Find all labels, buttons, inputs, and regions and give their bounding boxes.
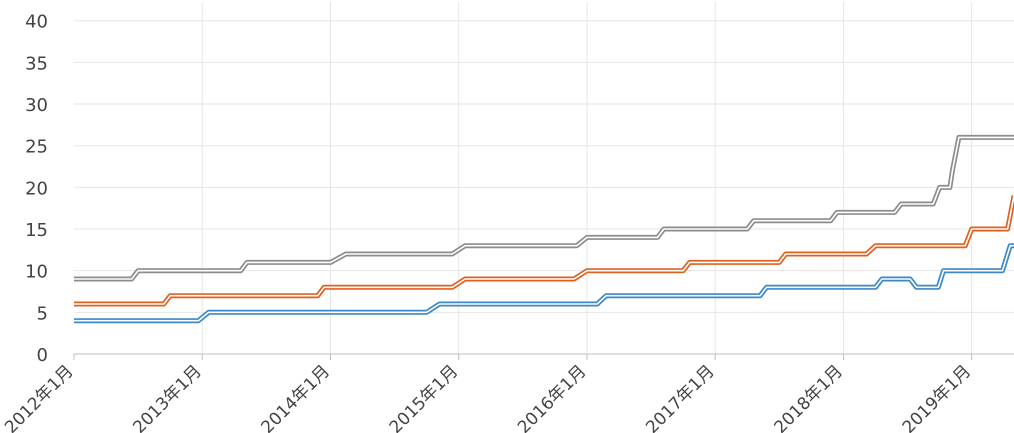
gridlines	[74, 2, 1014, 354]
series-line-2	[74, 195, 1014, 307]
series-lines	[74, 134, 1014, 324]
x-tick-label: 2017年1月	[642, 361, 718, 433]
y-tick-label: 40	[25, 12, 48, 33]
y-tick-label: 30	[25, 95, 48, 116]
series-line-1	[74, 134, 1014, 282]
x-tick-label: 2016年1月	[514, 361, 590, 433]
y-tick-label: 0	[37, 345, 48, 366]
series-line-core	[74, 136, 1014, 280]
x-tick-label: 2019年1月	[899, 361, 975, 433]
y-tick-label: 25	[25, 137, 48, 158]
y-tick-label: 15	[25, 220, 48, 241]
x-tick-labels: 2012年1月 2013年1月 2014年1月 2015年1月 2016年1月 2017年…	[1, 361, 975, 433]
y-tick-label: 35	[25, 53, 48, 74]
series-line-core	[74, 244, 1014, 322]
y-tick-label: 5	[37, 303, 48, 324]
x-tick-label: 2018年1月	[771, 361, 847, 433]
y-tick-label: 10	[25, 262, 48, 283]
x-tick-label: 2015年1月	[386, 361, 462, 433]
x-axis	[73, 353, 1014, 360]
x-tick-label: 2012年1月	[1, 361, 77, 433]
y-tick-labels: 051015202530354045	[25, 12, 48, 366]
series-line-stroke	[74, 243, 1014, 324]
y-tick-label: 20	[25, 178, 48, 199]
x-tick-label: 2013年1月	[129, 361, 205, 433]
x-tick-label: 2014年1月	[258, 361, 334, 433]
series-line-3	[74, 243, 1014, 324]
series-line-core	[74, 195, 1014, 305]
series-line-stroke	[74, 134, 1014, 282]
